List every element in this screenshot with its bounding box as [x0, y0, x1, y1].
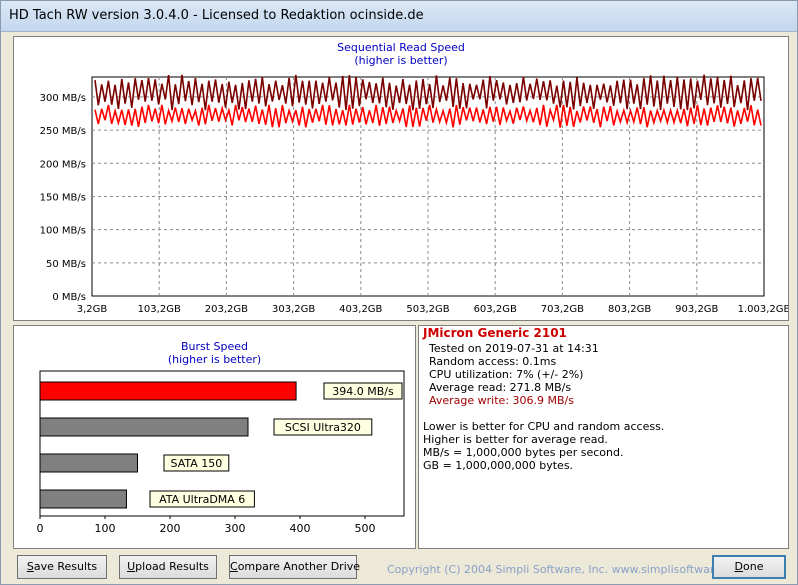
bar-label-box: [149, 490, 255, 508]
note-mbs-definition: MB/s = 1,000,000 bytes per second.: [423, 446, 624, 459]
compare-another-drive-button[interactable]: Compare Another Drive: [229, 555, 360, 579]
burst-bar: [39, 417, 249, 437]
x-tick-label: 300: [225, 522, 246, 535]
burst-bar: [39, 489, 127, 509]
note-cpu-random: Lower is better for CPU and random acces…: [423, 420, 665, 433]
bar-label-box: [323, 382, 403, 400]
burst-speed-chart: 0 100 200 300 400 500 394.0 MB/s SCSI Ultra320 S…: [37, 370, 405, 535]
y-tick-label: 50 MB/s: [46, 259, 86, 270]
x-tick-label: 3,2GB: [77, 304, 108, 315]
sequential-chart-title: Sequential Read Speed: [337, 41, 465, 54]
x-tick-label: 100: [95, 522, 116, 535]
x-tick-label: 703,2GB: [541, 304, 584, 315]
sequential-read-chart: 0 MB/s 50 MB/s 100 MB/s 150 MB/s 200 MB/s 250…: [40, 74, 788, 315]
client-area: Sequential Read Speed (higher is better)…: [5, 32, 793, 580]
x-tick-label: 103,2GB: [138, 304, 181, 315]
y-tick-label: 250 MB/s: [40, 126, 86, 137]
bar-label: ATA UltraDMA 6: [159, 493, 245, 506]
burst-chart-title: Burst Speed: [180, 340, 249, 353]
read-speed-series: [94, 104, 762, 128]
note-average-read: Higher is better for average read.: [423, 433, 608, 446]
copyright-text: Copyright (C) 2004 Simpli Software, Inc.…: [387, 563, 748, 576]
upload-results-button[interactable]: Upload Results: [119, 555, 217, 579]
bar-label-box: [273, 418, 373, 436]
bar-label: SATA 150: [171, 457, 223, 470]
bar-label: 394.0 MB/s: [332, 385, 394, 398]
done-button[interactable]: Done: [712, 555, 786, 579]
x-tick-label: 403,2GB: [339, 304, 382, 315]
burst-bar: [39, 381, 297, 401]
y-tick-label: 300 MB/s: [40, 93, 86, 104]
average-write: Average write: 306.9 MB/s: [429, 394, 574, 407]
x-tick-label: 200: [160, 522, 181, 535]
window-title: HD Tach RW version 3.0.4.0 - Licensed to…: [9, 8, 424, 23]
title-bar[interactable]: HD Tach RW version 3.0.4.0 - Licensed to…: [1, 1, 797, 32]
sequential-read-panel: Sequential Read Speed (higher is better)…: [13, 36, 789, 321]
bar-label-box: [163, 454, 230, 472]
y-tick-label: 100 MB/s: [40, 226, 86, 237]
cpu-utilization: CPU utilization: 7% (+/- 2%): [429, 368, 584, 381]
drive-info-panel: JMicron Generic 2101 Tested on 2019-07-3…: [418, 325, 789, 549]
sequential-chart-subtitle: (higher is better): [354, 54, 448, 67]
random-access: Random access: 0.1ms: [429, 355, 557, 368]
burst-bar: [39, 453, 138, 473]
note-gb-definition: GB = 1,000,000,000 bytes.: [423, 459, 574, 472]
y-tick-label: 150 MB/s: [40, 192, 86, 203]
x-tick-label: 903,2GB: [675, 304, 718, 315]
x-tick-label: 803,2GB: [608, 304, 651, 315]
x-tick-label: 503,2GB: [406, 304, 449, 315]
burst-speed-panel: Burst Speed (higher is better) 0 100 200 30…: [13, 325, 416, 549]
save-results-button[interactable]: Save Results: [17, 555, 107, 579]
x-tick-label: 500: [355, 522, 376, 535]
y-tick-label: 200 MB/s: [40, 159, 86, 170]
burst-chart-subtitle: (higher is better): [167, 353, 262, 366]
x-tick-label: 1.003,2GB: [738, 304, 788, 315]
x-tick-label: 0: [37, 522, 44, 535]
write-speed-series: [94, 74, 762, 111]
tested-on: Tested on 2019-07-31 at 14:31: [429, 342, 599, 355]
drive-name: JMicron Generic 2101: [423, 326, 567, 340]
x-tick-label: 303,2GB: [272, 304, 315, 315]
bar-label: SCSI Ultra320: [285, 421, 361, 434]
y-tick-label: 0 MB/s: [52, 292, 86, 303]
x-tick-label: 203,2GB: [205, 304, 248, 315]
x-tick-label: 603,2GB: [474, 304, 517, 315]
x-tick-label: 400: [290, 522, 311, 535]
average-read: Average read: 271.8 MB/s: [429, 381, 572, 394]
